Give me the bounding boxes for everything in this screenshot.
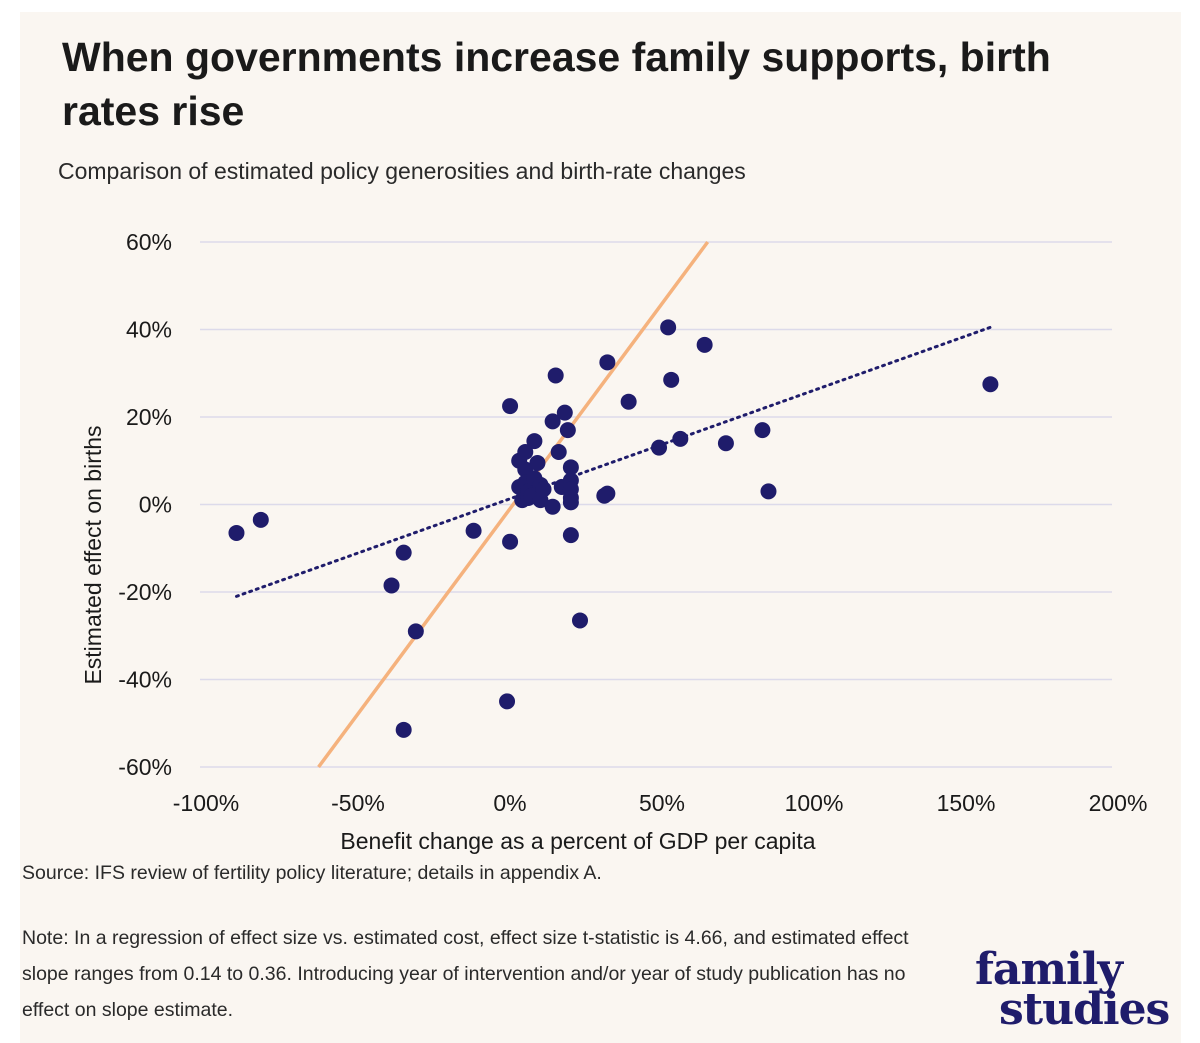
data-point — [529, 454, 546, 471]
data-point — [660, 319, 677, 336]
data-point — [672, 430, 689, 447]
data-point — [620, 393, 637, 410]
data-point — [383, 577, 400, 594]
data-point — [407, 623, 424, 640]
data-point — [717, 435, 734, 452]
chart-subtitle: Comparison of estimated policy generosit… — [58, 158, 746, 184]
data-point — [572, 612, 588, 629]
x-axis-label: Benefit change as a percent of GDP per c… — [340, 828, 815, 854]
x-tick-label: -100% — [173, 790, 239, 816]
x-tick-label: 150% — [937, 790, 996, 816]
data-point — [547, 367, 564, 384]
data-point — [599, 354, 616, 371]
data-point — [599, 485, 616, 502]
chart-card — [20, 12, 1181, 1043]
data-point — [559, 422, 576, 439]
y-tick-label: -40% — [118, 667, 172, 693]
data-point — [982, 376, 999, 393]
source-note: Source: IFS review of fertility policy l… — [22, 862, 602, 884]
x-tick-labels: -100% -50% 0% 50% 100% 150% 200% — [173, 790, 1148, 816]
x-tick-label: -50% — [331, 790, 385, 816]
y-tick-labels: -60% -40% -20% 0% 20% 40% 60% — [118, 229, 172, 780]
y-axis-label: Estimated effect on births — [80, 425, 106, 684]
data-point — [651, 439, 668, 456]
data-point — [517, 444, 534, 460]
data-point — [760, 483, 777, 500]
data-point — [556, 404, 573, 421]
y-tick-label: 0% — [139, 492, 172, 518]
trend-line — [234, 325, 992, 598]
data-point — [395, 721, 412, 738]
data-point — [502, 533, 519, 550]
y-tick-label: 60% — [126, 229, 172, 255]
data-point — [663, 371, 680, 388]
y-tick-label: 20% — [126, 404, 172, 430]
data-point — [562, 459, 579, 476]
data-points — [228, 319, 999, 738]
reference-line — [317, 240, 710, 769]
data-point — [550, 444, 567, 460]
data-point — [499, 693, 516, 710]
data-point — [252, 511, 269, 528]
data-point — [696, 336, 713, 353]
x-tick-label: 200% — [1089, 790, 1148, 816]
y-tick-label: 40% — [126, 317, 172, 343]
grid-lines — [200, 241, 1112, 768]
data-point — [562, 527, 579, 544]
data-point — [465, 522, 482, 539]
data-point — [526, 433, 543, 450]
x-tick-label: 50% — [639, 790, 685, 816]
chart-title: When governments increase family support… — [62, 34, 1051, 134]
data-point — [544, 413, 561, 430]
y-tick-label: -20% — [118, 579, 172, 605]
family-studies-logo: family studies — [975, 944, 1170, 1035]
logo-line-1: family — [975, 944, 1123, 995]
footnote: Note: In a regression of effect size vs.… — [22, 927, 909, 1021]
data-point — [754, 422, 771, 439]
y-tick-label: -60% — [118, 754, 172, 780]
x-tick-label: 100% — [785, 790, 844, 816]
data-point — [544, 498, 561, 515]
data-point — [502, 398, 519, 415]
trend-lines — [234, 240, 992, 769]
logo-line-2: studies — [999, 984, 1170, 1035]
data-point — [395, 544, 412, 561]
x-tick-label: 0% — [493, 790, 526, 816]
data-point — [535, 481, 552, 498]
data-point — [562, 494, 579, 511]
data-point — [228, 524, 245, 541]
